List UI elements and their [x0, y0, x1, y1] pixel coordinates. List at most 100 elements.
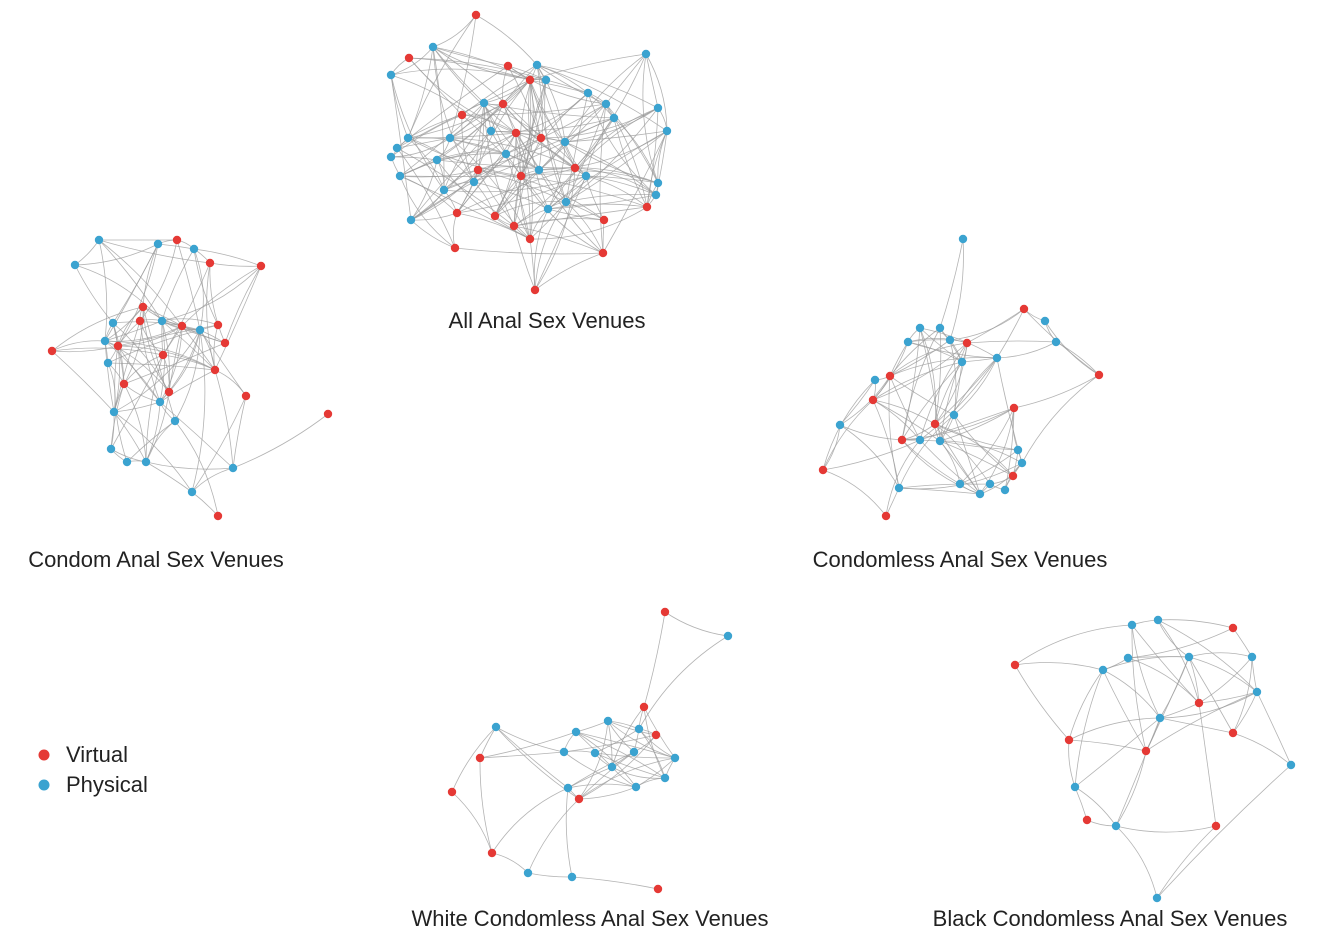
edge [1115, 825, 1217, 833]
edge [538, 130, 668, 171]
edge [507, 65, 607, 105]
edge [939, 440, 1014, 477]
node [103, 358, 113, 368]
edge [1068, 717, 1161, 741]
edge [479, 751, 565, 759]
edge [161, 248, 195, 322]
node [915, 323, 925, 333]
edge [872, 399, 900, 489]
edge [1157, 619, 1234, 629]
edge [1232, 732, 1292, 766]
edge [461, 64, 538, 116]
edge [161, 318, 219, 326]
node [471, 10, 481, 20]
edge [145, 391, 170, 463]
edge [934, 342, 968, 425]
edge [839, 424, 900, 489]
edge [564, 141, 657, 196]
edge [889, 375, 921, 441]
edge [898, 483, 961, 489]
edge [491, 852, 529, 874]
edge [594, 752, 666, 779]
edge [432, 46, 531, 81]
edge [410, 153, 507, 221]
edge [919, 357, 998, 441]
edge [1188, 656, 1234, 734]
edge [1232, 627, 1253, 658]
edge [1102, 669, 1147, 752]
node [109, 407, 119, 417]
node [629, 747, 639, 757]
node [469, 177, 479, 187]
node [885, 371, 895, 381]
edge [889, 339, 951, 377]
edge [74, 264, 114, 324]
edge [611, 706, 645, 768]
edge [565, 107, 659, 203]
edge [534, 175, 587, 291]
edge [161, 265, 262, 322]
edge [176, 239, 201, 331]
edge [475, 14, 538, 66]
edge [953, 357, 998, 416]
node [1153, 615, 1163, 625]
edge [872, 342, 968, 401]
edge [1074, 786, 1088, 821]
edge [567, 783, 637, 789]
edge [839, 424, 921, 441]
node [561, 197, 571, 207]
edge [907, 339, 951, 343]
edge [107, 362, 116, 413]
edge [410, 181, 475, 221]
node [651, 190, 661, 200]
edge [939, 440, 981, 495]
edge [536, 64, 607, 105]
edge [888, 375, 900, 489]
edge [547, 130, 668, 210]
edge [410, 159, 438, 221]
edge [399, 175, 522, 177]
edge [473, 141, 566, 183]
node [818, 465, 828, 475]
node [172, 235, 182, 245]
edge [1014, 662, 1104, 671]
node [94, 235, 104, 245]
edge [889, 341, 909, 377]
edge [483, 102, 540, 171]
edge [98, 239, 163, 322]
edge [519, 64, 538, 177]
node [962, 338, 972, 348]
edge [107, 329, 201, 364]
node [903, 337, 913, 347]
edge [432, 14, 477, 48]
node [122, 457, 132, 467]
node [543, 204, 553, 214]
edge [961, 357, 998, 363]
edge [907, 337, 968, 344]
node [955, 479, 965, 489]
edge [1068, 739, 1076, 788]
edge [959, 449, 1019, 485]
edge [1127, 627, 1234, 659]
edge [495, 726, 580, 800]
edge [1074, 786, 1117, 827]
edge [939, 342, 968, 442]
edge [74, 264, 163, 322]
edge [98, 239, 183, 327]
edge [536, 64, 566, 143]
edge [396, 147, 456, 249]
edge [1115, 750, 1147, 827]
edge [1188, 656, 1258, 693]
node [607, 762, 617, 772]
edge [159, 369, 216, 403]
edge [145, 461, 193, 493]
edge [839, 375, 891, 426]
edge [949, 308, 1025, 341]
edge [1198, 691, 1258, 704]
edge [534, 167, 576, 291]
edge [1159, 717, 1234, 734]
node [958, 234, 968, 244]
edge [574, 167, 657, 196]
node [516, 171, 526, 181]
edge [502, 64, 538, 105]
